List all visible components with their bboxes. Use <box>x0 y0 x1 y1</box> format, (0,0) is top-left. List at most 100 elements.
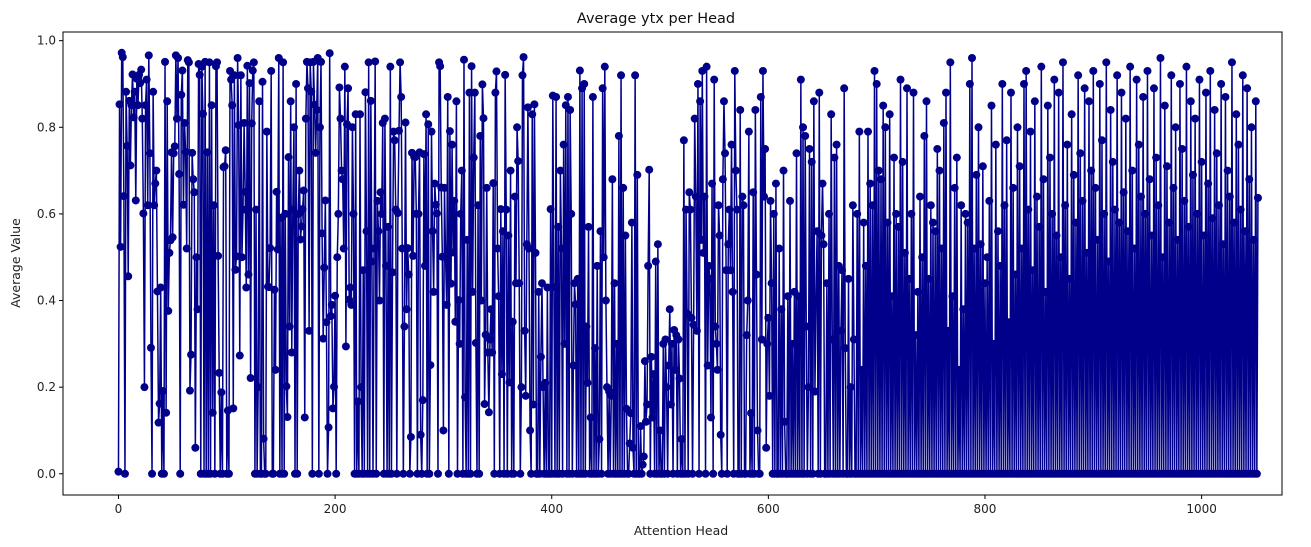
data-point <box>508 317 517 326</box>
data-point <box>356 110 365 119</box>
data-point <box>489 179 498 188</box>
data-point <box>116 242 125 251</box>
data-point <box>1015 162 1024 171</box>
data-point <box>245 79 254 88</box>
data-point <box>456 209 465 218</box>
data-point <box>1045 153 1054 162</box>
data-point <box>677 435 686 444</box>
data-point <box>922 97 931 106</box>
data-point <box>991 140 1000 149</box>
data-point <box>328 404 337 413</box>
data-point <box>651 257 660 266</box>
data-point <box>907 209 916 218</box>
data-point <box>1104 257 1113 266</box>
data-point <box>176 469 185 478</box>
data-point <box>1154 201 1163 210</box>
data-point <box>195 70 204 79</box>
data-point <box>601 296 610 305</box>
data-point <box>267 66 276 75</box>
data-point <box>254 383 263 392</box>
data-point <box>402 305 411 314</box>
data-point <box>769 209 778 218</box>
data-point <box>809 97 818 106</box>
data-point <box>240 118 249 127</box>
data-point <box>175 170 184 179</box>
data-point <box>454 296 463 305</box>
data-point <box>989 339 998 348</box>
data-point <box>706 413 715 422</box>
data-point <box>1152 153 1161 162</box>
data-point <box>1230 218 1239 227</box>
data-point <box>480 400 489 409</box>
data-point <box>399 469 408 478</box>
data-point <box>139 209 148 218</box>
data-point <box>645 165 654 174</box>
data-point <box>1043 101 1052 110</box>
data-point <box>217 388 226 397</box>
data-point <box>918 253 927 262</box>
data-point <box>1071 218 1080 227</box>
data-point <box>1017 244 1026 253</box>
data-point <box>1037 62 1046 71</box>
data-point <box>639 452 648 461</box>
data-point <box>767 279 776 288</box>
data-point <box>905 274 914 283</box>
data-point <box>704 261 713 270</box>
data-point <box>477 296 486 305</box>
data-point <box>376 188 385 197</box>
data-point <box>796 75 805 84</box>
data-point <box>621 231 630 240</box>
data-point <box>598 84 607 93</box>
data-point <box>235 351 244 360</box>
data-point <box>243 61 252 70</box>
data-point <box>333 253 342 262</box>
data-point <box>1145 175 1154 184</box>
data-point <box>890 153 899 162</box>
data-point <box>150 201 159 210</box>
data-point <box>976 240 985 249</box>
data-point <box>872 79 881 88</box>
data-point <box>371 57 380 66</box>
data-point <box>730 66 739 75</box>
data-point <box>815 88 824 97</box>
data-point <box>903 84 912 93</box>
data-point <box>1171 123 1180 132</box>
data-point <box>377 209 386 218</box>
data-point <box>400 322 409 331</box>
data-point <box>636 422 645 431</box>
data-point <box>262 127 271 136</box>
data-point <box>848 201 857 210</box>
data-point <box>426 361 435 370</box>
data-point <box>1221 92 1230 101</box>
data-point <box>1069 170 1078 179</box>
data-point <box>340 62 349 71</box>
data-point <box>948 292 957 301</box>
data-point <box>1162 162 1171 171</box>
data-point <box>364 58 373 67</box>
data-point <box>443 92 452 101</box>
y-axis-label: Average Value <box>8 218 23 308</box>
data-point <box>114 467 123 476</box>
data-point <box>1188 170 1197 179</box>
data-point <box>541 378 550 387</box>
data-point <box>127 101 136 110</box>
data-point <box>493 244 502 253</box>
data-point <box>282 382 291 391</box>
data-point <box>866 179 875 188</box>
data-point <box>913 287 922 296</box>
data-point <box>1167 71 1176 80</box>
data-point <box>700 192 709 201</box>
data-point <box>339 244 348 253</box>
data-point <box>1063 140 1072 149</box>
data-point <box>688 469 697 478</box>
data-point <box>725 205 734 214</box>
data-point <box>937 244 946 253</box>
data-point <box>560 339 569 348</box>
data-point <box>366 96 375 105</box>
data-point <box>643 400 652 409</box>
data-point <box>1212 149 1221 158</box>
data-point <box>599 253 608 262</box>
data-point <box>822 279 831 288</box>
data-point <box>952 153 961 162</box>
data-point <box>674 335 683 344</box>
